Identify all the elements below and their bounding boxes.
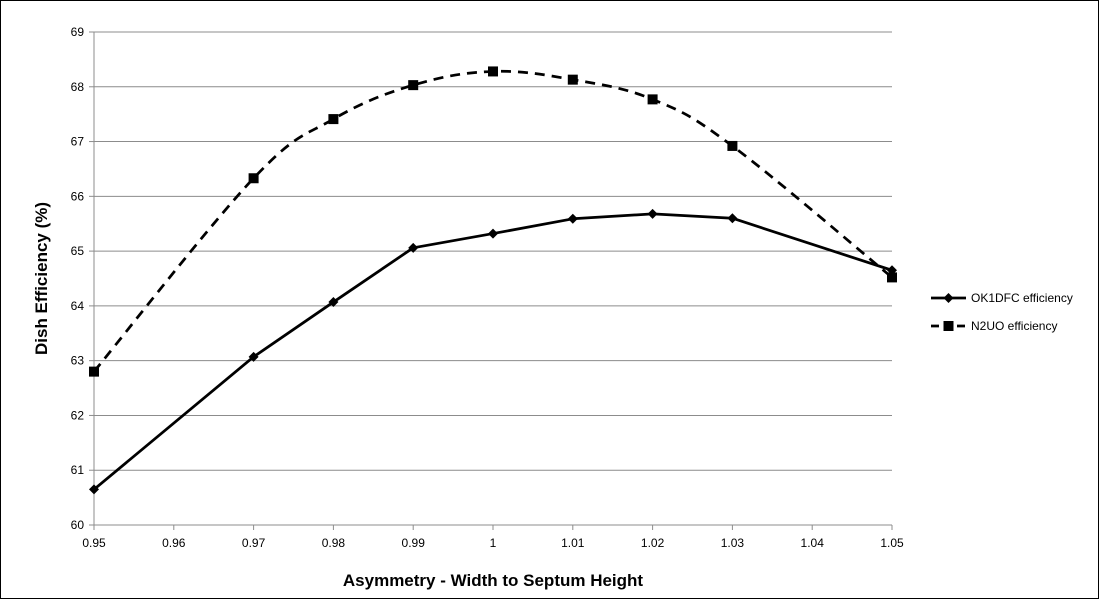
y-axis-title: Dish Efficiency (%) <box>32 202 51 355</box>
x-tick-label: 1.04 <box>801 536 825 550</box>
x-tick-label: 0.99 <box>402 536 426 550</box>
legend-marker-diamond <box>943 293 954 303</box>
data-point-diamond <box>567 213 578 224</box>
data-point-diamond <box>647 208 658 219</box>
legend-item-n2uo: N2UO efficiency <box>931 319 1057 333</box>
y-tick-label: 62 <box>71 408 85 422</box>
legend: OK1DFC efficiency N2UO efficiency <box>931 291 1073 333</box>
x-tick-label: 1.05 <box>880 536 904 550</box>
x-tick-label: 1.02 <box>641 536 665 550</box>
data-point-square <box>328 114 339 125</box>
y-tick-label: 60 <box>71 518 85 532</box>
y-tick-label: 67 <box>71 135 85 149</box>
legend-label-ok1dfc: OK1DFC efficiency <box>971 291 1073 305</box>
data-point-diamond <box>488 228 498 239</box>
y-tick-label: 64 <box>71 299 85 313</box>
x-tick-label: 1.01 <box>561 536 585 550</box>
x-tick-labels: 0.95 0.96 0.97 0.98 0.99 1 1.01 1.02 1.03 1.04 1.0… <box>82 536 904 550</box>
data-point-square <box>727 140 738 151</box>
data-point-square <box>248 173 259 184</box>
x-tick-label: 0.98 <box>322 536 346 550</box>
x-tick-label: 1 <box>490 536 497 550</box>
x-axis-title: Asymmetry - Width to Septum Height <box>343 571 644 590</box>
gridlines <box>94 31 892 471</box>
legend-marker-square <box>943 321 954 331</box>
y-tick-label: 61 <box>71 463 85 477</box>
axes <box>89 31 893 530</box>
y-tick-label: 69 <box>71 25 85 39</box>
data-point-square <box>647 94 658 105</box>
y-tick-labels: 60 61 62 63 64 65 66 67 68 69 <box>71 25 85 532</box>
data-point-diamond <box>727 213 738 224</box>
y-tick-label: 63 <box>71 354 85 368</box>
y-tick-label: 66 <box>71 189 85 203</box>
data-point-diamond <box>248 351 259 362</box>
data-point-square <box>488 66 498 77</box>
data-point-square <box>567 74 578 85</box>
x-tick-label: 0.97 <box>242 536 266 550</box>
x-tick-label: 1.03 <box>721 536 745 550</box>
y-tick-label: 65 <box>71 244 85 258</box>
data-point-square <box>887 272 897 283</box>
y-tick-label: 68 <box>71 80 85 94</box>
data-point-diamond <box>89 484 99 495</box>
data-point-square <box>408 80 419 91</box>
data-point-square <box>89 366 99 377</box>
x-tick-label: 0.96 <box>162 536 186 550</box>
data-point-diamond <box>408 242 419 253</box>
x-tick-label: 0.95 <box>82 536 106 550</box>
legend-item-ok1dfc: OK1DFC efficiency <box>931 291 1073 305</box>
data-point-diamond <box>328 297 339 308</box>
legend-label-n2uo: N2UO efficiency <box>971 319 1057 333</box>
series-line-ok1dfc <box>93 212 893 491</box>
series-layer <box>89 66 897 495</box>
series-line-n2uo <box>92 69 893 373</box>
